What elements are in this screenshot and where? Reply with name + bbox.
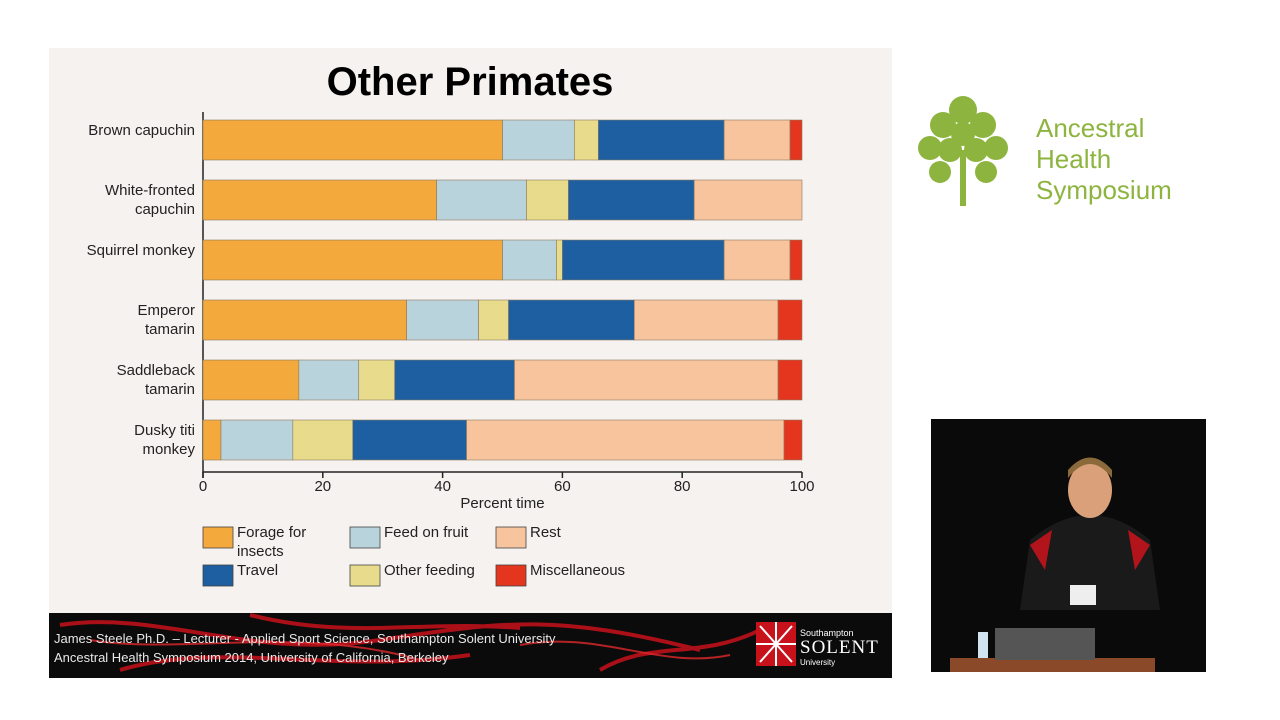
bar-segment	[502, 119, 575, 161]
legend-swatch	[495, 526, 527, 549]
bar-segment	[466, 419, 785, 461]
legend-swatch	[202, 564, 234, 587]
legend-label: Miscellaneous	[530, 562, 626, 579]
legend-label: Rest	[530, 524, 561, 541]
symposium-logo: Ancestral Health Symposium	[1036, 113, 1172, 206]
solent-bottom: University	[800, 658, 836, 667]
logo-line: Ancestral	[1036, 113, 1145, 143]
y-tick-label: Saddleback tamarin	[116, 362, 195, 398]
x-tick-label: 0	[199, 478, 207, 495]
bar-segment	[358, 359, 395, 401]
logo-line: Symposium	[1036, 175, 1172, 205]
legend-label: Feed on fruit	[384, 524, 469, 541]
bar-segment	[202, 299, 407, 341]
bar-segment	[556, 239, 563, 281]
solent-logo: Southampton SOLENT University	[755, 628, 883, 667]
bar-segment	[394, 359, 515, 401]
bar-segment	[789, 239, 803, 281]
legend-label: Other feeding	[384, 562, 475, 579]
y-tick-label: Brown capuchin	[88, 122, 195, 139]
bar-segment	[526, 179, 569, 221]
x-axis-label: Percent time	[460, 495, 544, 512]
legend-swatch	[202, 526, 234, 549]
legend-swatch	[349, 526, 381, 549]
x-tick-label: 80	[674, 478, 691, 495]
bar-segment	[777, 299, 803, 341]
footer: James Steele Ph.D. – Lecturer - Applied …	[54, 629, 555, 667]
bar-segment	[202, 419, 222, 461]
legend-label: Forage for insects	[237, 524, 307, 560]
legend-swatch	[349, 564, 381, 587]
bar-segment	[568, 179, 695, 221]
speaker-video	[931, 419, 1206, 672]
x-tick-label: 60	[554, 478, 571, 495]
logo-line: Health	[1036, 144, 1112, 174]
bar-segment	[777, 359, 803, 401]
legend-swatch	[495, 564, 527, 587]
bar-segment	[789, 119, 803, 161]
solent-top: Southampton	[800, 628, 854, 638]
footer-band	[49, 613, 892, 678]
bar-segment	[352, 419, 467, 461]
y-tick-label: White-fronted capuchin	[104, 182, 195, 218]
bar-segment	[202, 359, 300, 401]
bar-segment	[406, 299, 479, 341]
bar-segment	[783, 419, 803, 461]
solent-name: SOLENT	[800, 637, 879, 658]
bar-segment	[514, 359, 779, 401]
footer-line: James Steele Ph.D. – Lecturer - Applied …	[54, 631, 556, 646]
footer-line: Ancestral Health Symposium 2014, Univers…	[54, 650, 449, 665]
bar-segment	[574, 119, 599, 161]
legend-label: Travel	[237, 562, 279, 579]
bar-segment	[508, 299, 635, 341]
bar-segment	[502, 239, 557, 281]
tree-icon	[918, 96, 1008, 206]
y-tick-label: Dusky titi monkey	[134, 422, 195, 458]
y-tick-label: Emperor tamarin	[137, 302, 195, 338]
x-tick-label: 20	[314, 478, 331, 495]
x-tick-label: 100	[789, 478, 814, 495]
chart-title: Other Primates	[326, 60, 614, 104]
x-tick-label: 40	[434, 478, 451, 495]
y-tick-label: Squirrel monkey	[86, 242, 195, 259]
bar-segment	[220, 419, 294, 461]
bar-segment	[562, 239, 725, 281]
bar-segment	[478, 299, 509, 341]
bar-segment	[436, 179, 527, 221]
bar-segment	[598, 119, 725, 161]
bar-segment	[202, 119, 503, 161]
bar-segment	[292, 419, 354, 461]
bar-segment	[202, 239, 503, 281]
bar-segment	[202, 179, 437, 221]
bar-segment	[723, 119, 791, 161]
bar-segment	[633, 299, 779, 341]
bar-segment	[298, 359, 360, 401]
bar-segment	[693, 179, 803, 221]
bar-segment	[723, 239, 791, 281]
